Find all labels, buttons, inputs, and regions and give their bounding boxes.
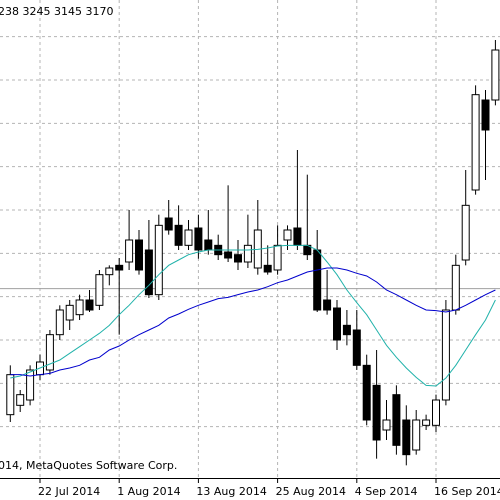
candle-body [382,419,391,431]
candle-body [451,264,460,311]
candle-body [184,229,193,246]
candle-body [65,304,74,321]
x-tick-label: 13 Aug 2014 [196,485,266,498]
candle-body [481,99,490,131]
candle-body [441,309,450,401]
candle-body [164,217,173,231]
candle-body [352,329,361,366]
candle-body [194,227,203,251]
candle-body [372,384,381,441]
candle-body [224,251,233,259]
candle-body [392,394,401,446]
copyright: 014, MetaQuotes Software Corp. [0,459,177,472]
candle-body [204,239,213,251]
candle-body [174,224,183,246]
candle-body [234,254,242,263]
candle-body [432,399,440,426]
candle-body [263,264,272,273]
x-tick-label: 22 Jul 2014 [38,485,100,498]
moving-average [10,267,496,377]
candle-body [85,299,94,311]
candle-body [75,299,84,316]
plot [0,0,500,478]
candle-body [95,274,104,306]
candle-body [125,239,134,263]
candle-body [313,249,322,311]
candle-body [243,244,252,263]
candle-body [6,374,15,416]
ohlc-header: 238 3245 3145 3170 [0,5,113,18]
candle-body [342,324,351,336]
candle-body [333,307,341,341]
candle-body [283,229,292,241]
candle-body [45,334,54,371]
candle-body [135,239,143,271]
candle-body [471,94,480,191]
candle-body [26,369,35,401]
candle-body [461,204,470,261]
candle-body [105,267,114,276]
candle-body [491,49,500,101]
candle-body [293,227,302,246]
moving-average [10,244,496,387]
candle-body [412,419,421,451]
candle-body [144,249,153,296]
candle-body [362,364,371,421]
x-tick-label: 4 Sep 2014 [355,485,418,498]
x-tick-label: 1 Aug 2014 [117,485,180,498]
candle-body [154,224,163,296]
candle-body [422,419,431,426]
candle-body [115,264,124,271]
candle-body [16,394,25,406]
x-tick-label: 25 Aug 2014 [276,485,346,498]
candle-body [273,244,282,271]
candle-body [323,299,332,311]
candle-body [402,419,411,456]
candle-body [55,309,64,336]
x-tick-label: 16 Sep 2014 [434,485,500,498]
